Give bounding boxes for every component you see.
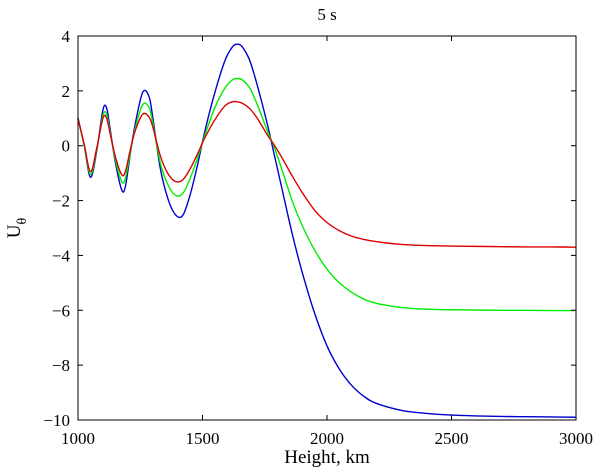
x-tick-label: 2000 [310,429,344,448]
y-tick-label: −6 [52,301,70,320]
y-axis-label-main: U [4,224,25,238]
y-tick-label: 2 [62,82,71,101]
series-layer [77,43,577,418]
tick-layer: 1000 1500 2000 2500 3000 4 2 0 −2 −4 −6 −8 −10 [43,27,593,448]
y-tick-label: 0 [62,137,71,156]
x-tick-label: 3000 [559,429,593,448]
plot-background [78,36,576,420]
y-tick-label: −10 [43,411,70,430]
series-line-green [77,77,577,312]
y-tick-label: 4 [62,27,71,46]
chart-title: 5 s [317,5,336,24]
y-axis-label: Uθ [4,217,30,238]
x-tick-label: 2500 [435,429,469,448]
series-line-red [77,100,577,248]
y-tick-label: −4 [52,246,71,265]
x-tick-label: 1500 [186,429,220,448]
series-line-blue [77,43,577,418]
y-axis-label-subscript: θ [15,217,30,224]
x-tick-label: 1000 [61,429,95,448]
x-axis-label: Height, km [284,447,370,468]
y-tick-label: −8 [52,356,70,375]
y-tick-label: −2 [52,192,70,211]
